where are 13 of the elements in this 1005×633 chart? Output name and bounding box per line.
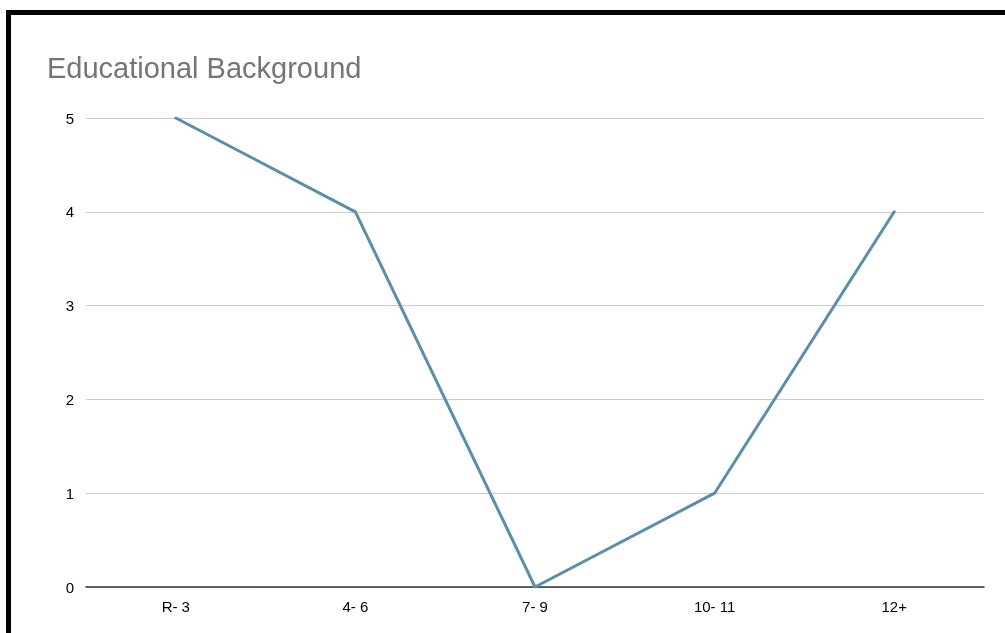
- x-tick-label: 12+: [881, 598, 908, 615]
- x-tick-label: 7- 9: [522, 598, 548, 615]
- y-tick-label: 0: [65, 578, 74, 596]
- x-tick-label: R- 3: [161, 598, 190, 615]
- x-tick-label: 4- 6: [342, 598, 369, 615]
- y-tick-label: 1: [65, 484, 74, 502]
- y-tick-label: 3: [65, 297, 74, 315]
- y-tick-label: 4: [65, 203, 74, 221]
- line-series: [174, 116, 896, 589]
- y-tick-label: 5: [65, 109, 74, 127]
- chart-title: Educational Background: [47, 51, 362, 84]
- x-tick-label: 10- 11: [693, 598, 736, 615]
- y-tick-label: 2: [65, 390, 74, 408]
